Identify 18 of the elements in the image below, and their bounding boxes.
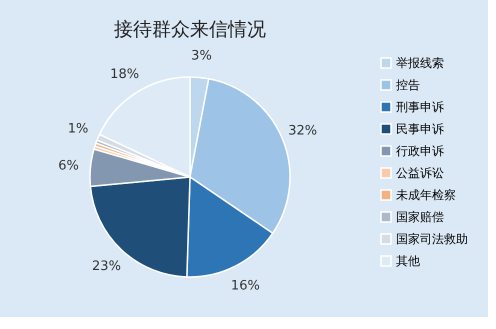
legend-label: 国家赔偿 xyxy=(396,210,444,224)
legend-label: 控告 xyxy=(396,78,420,92)
legend-label: 行政申诉 xyxy=(396,144,444,158)
legend-label: 公益诉讼 xyxy=(396,166,444,180)
data-label: 32% xyxy=(288,123,318,138)
data-label: 1% xyxy=(68,122,88,137)
legend-label: 刑事申诉 xyxy=(396,100,444,114)
legend-label: 举报线索 xyxy=(396,56,444,70)
legend-label: 其他 xyxy=(396,254,420,268)
legend-label: 民事申诉 xyxy=(396,122,444,136)
data-label: 23% xyxy=(92,258,121,274)
data-label: 18% xyxy=(110,66,140,82)
data-label: 16% xyxy=(230,278,260,294)
data-label: 6% xyxy=(58,158,79,174)
legend-label: 未成年检察 xyxy=(396,188,456,202)
legend-label: 国家司法救助 xyxy=(396,232,468,246)
data-label: 3% xyxy=(191,48,212,64)
chart-title: 接待群众来信情况 xyxy=(114,18,266,41)
